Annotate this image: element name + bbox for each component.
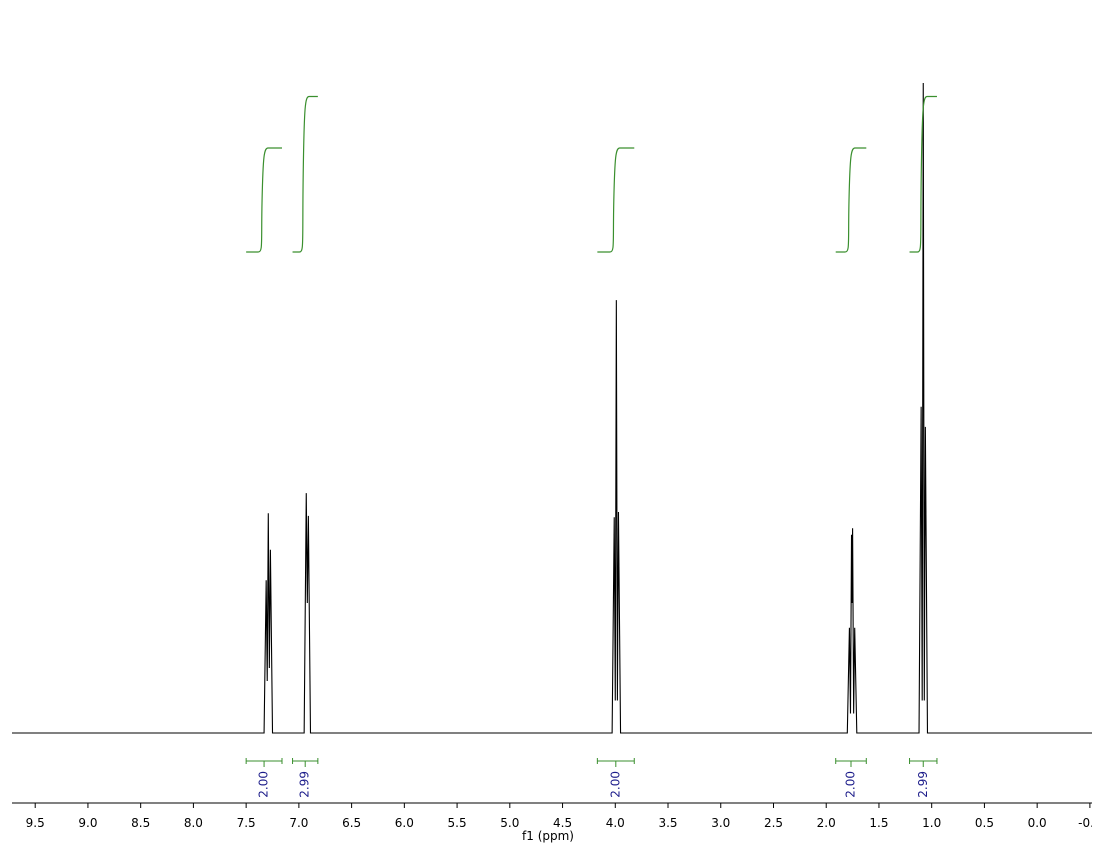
- x-tick-label: -0.5: [1078, 816, 1101, 830]
- x-tick-label: 2.0: [817, 816, 836, 830]
- integral-label: 2.00: [844, 771, 858, 798]
- integral-range: [245, 758, 283, 767]
- x-tick-label: 8.0: [184, 816, 203, 830]
- x-tick-label: 4.0: [606, 816, 625, 830]
- integral-range: [596, 758, 635, 767]
- x-tick-label: 8.5: [131, 816, 150, 830]
- x-tick-label: 9.0: [78, 816, 97, 830]
- integral-curve: [597, 147, 635, 253]
- x-tick-label: 7.0: [289, 816, 308, 830]
- x-tick-label: 5.0: [500, 816, 519, 830]
- x-tick-label: 3.5: [658, 816, 677, 830]
- x-tick-label: 2.5: [764, 816, 783, 830]
- x-tick-label: 6.5: [342, 816, 361, 830]
- x-tick-label: 7.5: [237, 816, 256, 830]
- integral-curve: [909, 95, 937, 253]
- x-tick-label: 5.5: [448, 816, 467, 830]
- spectrum-line: [12, 82, 1092, 734]
- x-tick-label: 3.0: [711, 816, 730, 830]
- integral-label: 2.99: [298, 771, 312, 798]
- plot: f1 (ppm) 9.5 9.0 8.5 8.0 7.5 7.0 6.5 6.0 5.5 5.0 4…: [12, 82, 1101, 843]
- x-tick-label: 1.0: [922, 816, 941, 830]
- integral-label: 2.00: [608, 771, 622, 798]
- integral-range: [292, 758, 319, 767]
- integral-range: [909, 758, 938, 767]
- integral-curve: [835, 147, 867, 253]
- integral-label: 2.99: [916, 771, 930, 798]
- x-axis-label: f1 (ppm): [522, 829, 574, 843]
- x-tick-label: 0.5: [975, 816, 994, 830]
- x-tick-label: 4.5: [553, 816, 572, 830]
- x-tick-label: 0.0: [1028, 816, 1047, 830]
- x-tick-label: 6.0: [395, 816, 414, 830]
- integral-range: [835, 758, 867, 767]
- integral-curve: [292, 95, 318, 253]
- integral-label: 2.00: [257, 771, 271, 798]
- x-tick-label: 1.5: [869, 816, 888, 830]
- integral-curve: [246, 147, 282, 253]
- x-tick-label: 9.5: [26, 816, 45, 830]
